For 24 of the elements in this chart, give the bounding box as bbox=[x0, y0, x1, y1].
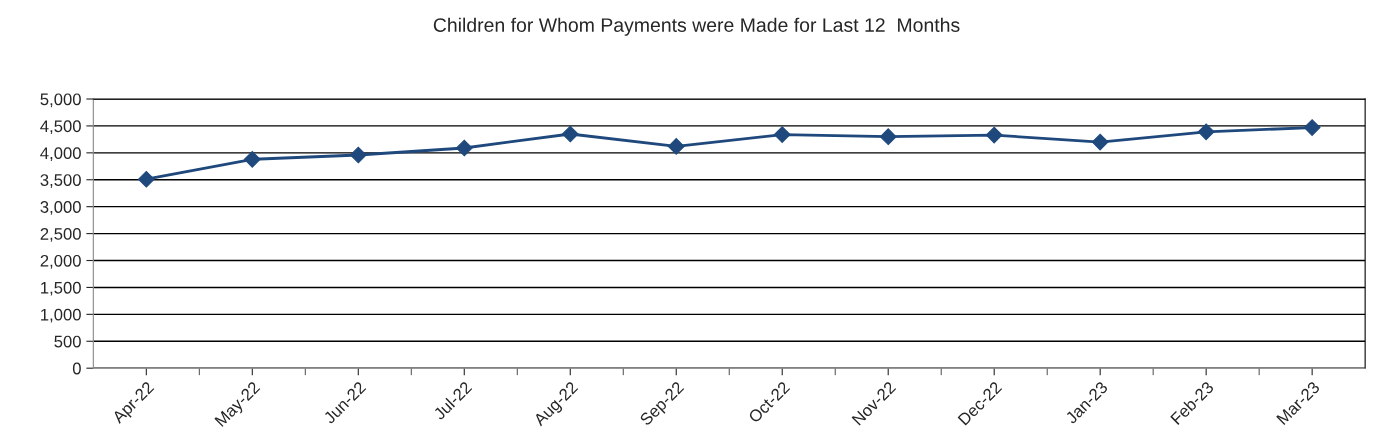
point bbox=[667, 138, 685, 155]
y-tick-label: 4,500 bbox=[40, 120, 81, 135]
y-tick-label: 1,000 bbox=[41, 308, 81, 323]
y-tick-label: 2,000 bbox=[40, 254, 81, 269]
point bbox=[561, 125, 579, 143]
y-tick-label: 0 bbox=[72, 362, 81, 375]
point bbox=[455, 139, 473, 157]
chart-title: Children for Whom Payments were Made for Last 12 Months bbox=[433, 17, 960, 36]
point bbox=[1091, 133, 1109, 151]
y-tick-label: 5,000 bbox=[40, 93, 81, 108]
point bbox=[879, 128, 897, 146]
y-tick-label: 2,500 bbox=[40, 228, 81, 242]
point bbox=[985, 126, 1003, 144]
point bbox=[1303, 119, 1321, 136]
point bbox=[1197, 123, 1215, 141]
y-tick-label: 3,000 bbox=[40, 201, 81, 215]
y-tick-label: 4,000 bbox=[40, 147, 81, 162]
y-tick-label: 1,500 bbox=[41, 281, 81, 296]
point bbox=[349, 146, 367, 164]
point bbox=[137, 170, 155, 188]
point bbox=[243, 150, 261, 168]
point bbox=[773, 126, 791, 143]
y-tick-label: 500 bbox=[54, 335, 81, 348]
y-tick-label: 3,500 bbox=[40, 174, 81, 188]
